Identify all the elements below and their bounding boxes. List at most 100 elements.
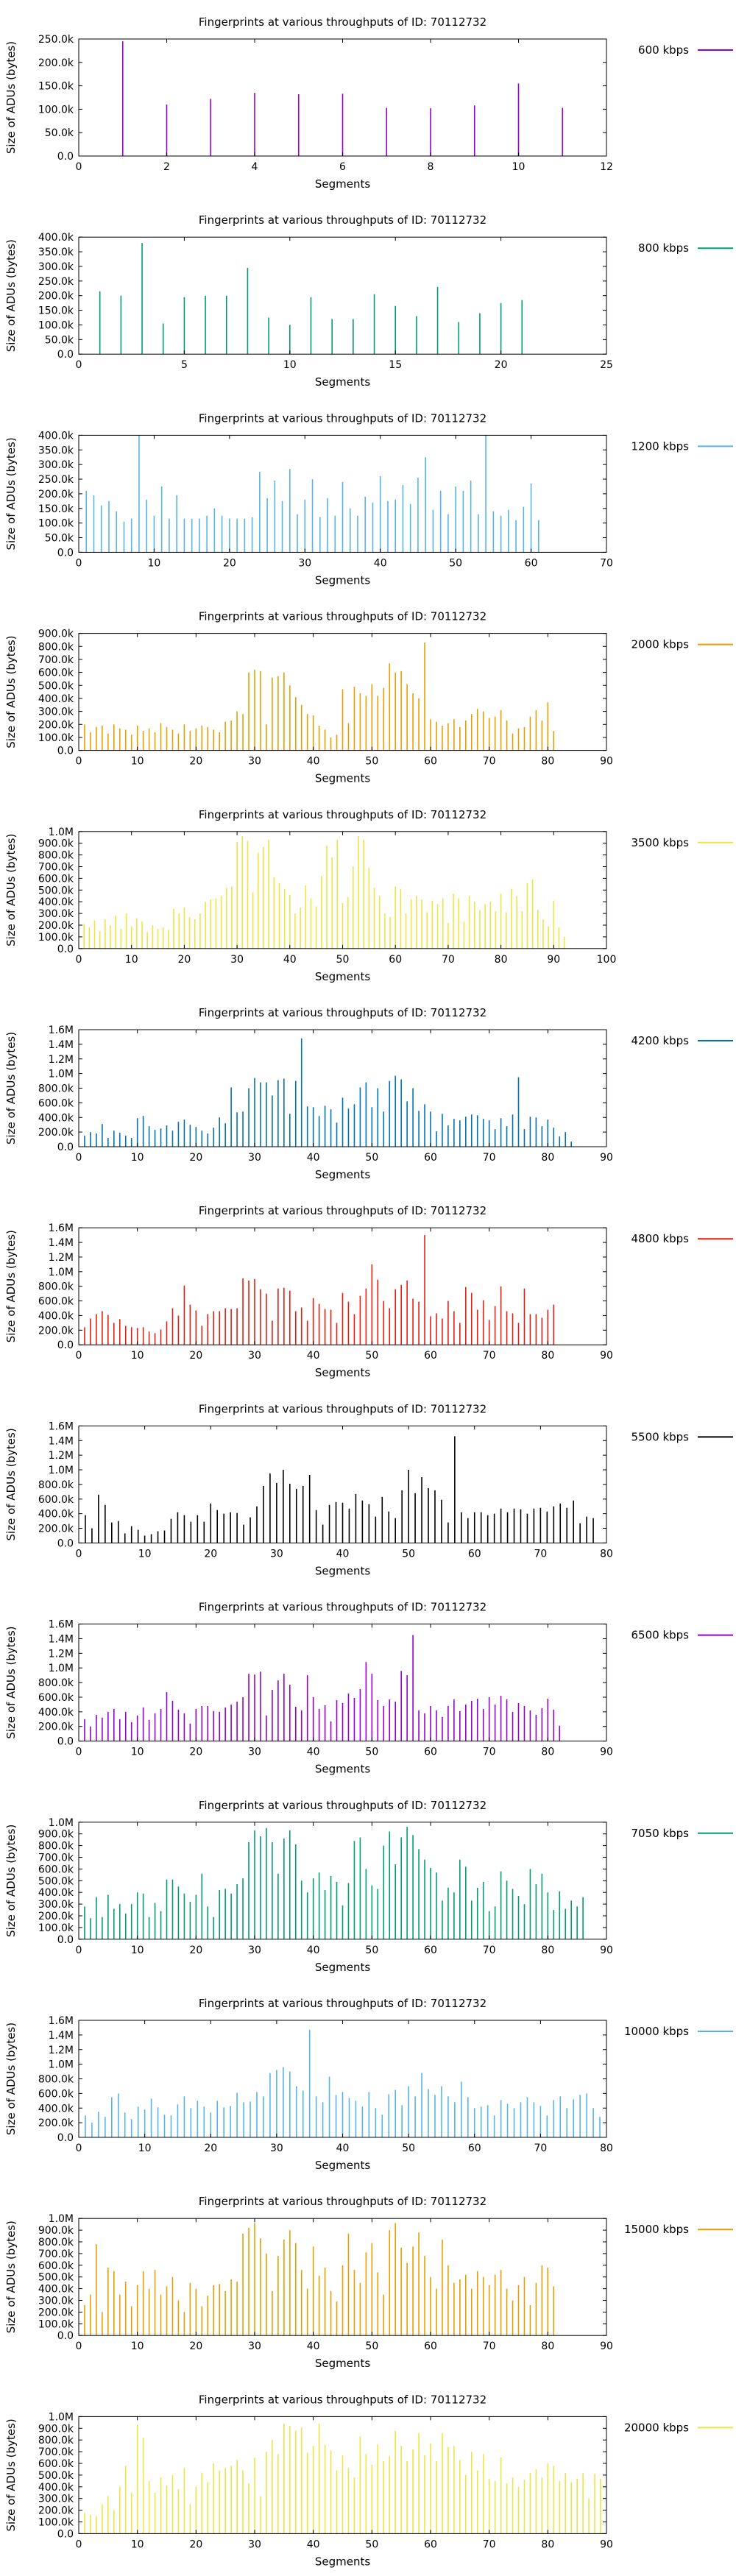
y-tick-label: 600.0k — [38, 1692, 74, 1704]
x-tick-label: 40 — [336, 2142, 350, 2154]
y-tick-label: 400.0k — [38, 430, 74, 442]
y-tick-label: 0.0 — [57, 2330, 74, 2342]
x-tick-label: 10 — [138, 2142, 152, 2154]
y-axis-label: Size of ADUs (bytes) — [4, 1627, 18, 1739]
x-tick-label: 0 — [76, 2340, 82, 2352]
x-tick-label: 50 — [365, 1747, 378, 1758]
x-tick-label: 15 — [389, 359, 402, 371]
y-tick-label: 200.0k — [38, 1722, 74, 1733]
chart-panel-6: Fingerprints at various throughputs of I… — [4, 1006, 733, 1181]
x-tick-label: 2 — [163, 161, 170, 173]
y-tick-label: 200.0k — [38, 1325, 74, 1337]
x-tick-label: 40 — [307, 2538, 320, 2550]
x-tick-label: 50 — [449, 557, 462, 569]
x-tick-label: 70 — [483, 2538, 496, 2550]
y-tick-label: 900.0k — [38, 2225, 74, 2237]
x-tick-label: 0 — [76, 1747, 82, 1758]
y-tick-label: 0.0 — [57, 1538, 74, 1549]
x-tick-label: 30 — [270, 1548, 283, 1560]
y-tick-label: 600.0k — [38, 2458, 74, 2470]
x-tick-label: 40 — [307, 2340, 320, 2352]
x-tick-label: 20 — [495, 359, 508, 371]
x-tick-label: 30 — [248, 756, 261, 768]
x-tick-label: 80 — [541, 1152, 554, 1164]
y-tick-label: 400.0k — [38, 232, 74, 244]
chart-title: Fingerprints at various throughputs of I… — [199, 1997, 486, 2010]
x-tick-label: 40 — [307, 1350, 320, 1362]
x-tick-label: 0 — [76, 1152, 82, 1164]
y-tick-label: 0.0 — [57, 547, 74, 559]
y-tick-label: 1.6M — [49, 1025, 74, 1036]
y-tick-label: 600.0k — [38, 1494, 74, 1506]
legend-label: 6500 kbps — [631, 1629, 690, 1642]
y-tick-label: 400.0k — [38, 2482, 74, 2494]
y-tick-label: 1.0M — [49, 1267, 74, 1278]
x-tick-label: 20 — [189, 1747, 202, 1758]
x-tick-label: 90 — [547, 954, 560, 966]
y-tick-label: 50.0k — [45, 127, 74, 139]
y-tick-label: 100.0k — [38, 319, 74, 331]
y-tick-label: 300.0k — [38, 2296, 74, 2307]
y-tick-label: 900.0k — [38, 629, 74, 640]
y-tick-label: 600.0k — [38, 873, 74, 885]
x-axis-label: Segments — [315, 1961, 371, 1974]
y-tick-label: 150.0k — [38, 305, 74, 317]
y-tick-label: 200.0k — [38, 1524, 74, 1535]
plot-frame — [78, 236, 607, 355]
y-tick-label: 1.0M — [49, 2213, 74, 2225]
x-tick-label: 60 — [424, 2538, 437, 2550]
y-tick-label: 200.0k — [38, 57, 74, 69]
x-tick-label: 80 — [541, 1747, 554, 1758]
y-tick-label: 1.2M — [49, 1648, 74, 1660]
x-axis-label: Segments — [315, 772, 371, 785]
chart-title: Fingerprints at various throughputs of I… — [199, 1799, 486, 1812]
x-tick-label: 50 — [365, 1350, 378, 1362]
y-tick-label: 700.0k — [38, 2446, 74, 2458]
chart-panel-7: Fingerprints at various throughputs of I… — [4, 1204, 733, 1379]
y-tick-label: 1.4M — [49, 1435, 74, 1447]
y-tick-label: 50.0k — [45, 334, 74, 346]
x-axis-label: Segments — [315, 1763, 371, 1776]
y-tick-label: 1.0M — [49, 827, 74, 838]
chart-title: Fingerprints at various throughputs of I… — [199, 1204, 486, 1217]
x-tick-label: 80 — [495, 954, 508, 966]
y-axis-label: Size of ADUs (bytes) — [4, 2023, 18, 2135]
x-tick-label: 30 — [248, 1747, 261, 1758]
x-tick-label: 70 — [442, 954, 455, 966]
y-tick-label: 800.0k — [38, 1841, 74, 1853]
y-tick-label: 250.0k — [38, 276, 74, 288]
y-tick-label: 0.0 — [57, 2528, 74, 2540]
x-tick-label: 20 — [189, 756, 202, 768]
x-tick-label: 20 — [223, 557, 236, 569]
y-axis-label: Size of ADUs (bytes) — [4, 1825, 18, 1937]
x-tick-label: 50 — [365, 1152, 378, 1164]
x-tick-label: 0 — [76, 1350, 82, 1362]
y-tick-label: 800.0k — [38, 1677, 74, 1689]
y-tick-label: 400.0k — [38, 1509, 74, 1521]
y-tick-label: 700.0k — [38, 654, 74, 666]
y-axis-label: Size of ADUs (bytes) — [4, 636, 18, 749]
y-tick-label: 350.0k — [38, 445, 74, 456]
legend-label: 20000 kbps — [624, 2421, 689, 2434]
x-axis-label: Segments — [315, 375, 371, 389]
x-tick-label: 30 — [248, 2538, 261, 2550]
x-tick-label: 90 — [600, 2340, 613, 2352]
y-axis-label: Size of ADUs (bytes) — [4, 2418, 18, 2531]
chart-panel-10: Fingerprints at various throughputs of I… — [4, 1799, 733, 1974]
x-tick-label: 30 — [248, 2340, 261, 2352]
x-tick-label: 80 — [541, 2340, 554, 2352]
y-tick-label: 250.0k — [38, 34, 74, 46]
y-tick-label: 0.0 — [57, 349, 74, 361]
y-tick-label: 500.0k — [38, 885, 74, 896]
y-axis-label: Size of ADUs (bytes) — [4, 2221, 18, 2333]
x-axis-label: Segments — [315, 177, 371, 191]
chart-panel-5: Fingerprints at various throughputs of I… — [4, 808, 733, 983]
y-tick-label: 900.0k — [38, 838, 74, 850]
y-tick-label: 100.0k — [38, 104, 74, 116]
y-tick-label: 300.0k — [38, 2494, 74, 2505]
y-tick-label: 800.0k — [38, 2237, 74, 2248]
y-tick-label: 800.0k — [38, 1479, 74, 1491]
y-tick-label: 400.0k — [38, 1887, 74, 1899]
y-tick-label: 200.0k — [38, 920, 74, 932]
